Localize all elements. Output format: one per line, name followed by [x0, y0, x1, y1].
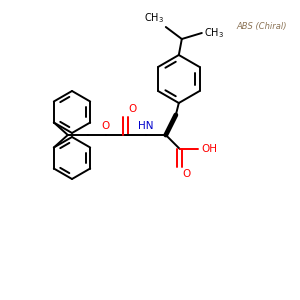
Text: O: O	[102, 121, 110, 131]
Text: ABS (Chiral): ABS (Chiral)	[236, 22, 287, 31]
Text: OH: OH	[202, 144, 218, 154]
Text: O: O	[129, 104, 137, 114]
Text: HN: HN	[138, 121, 154, 131]
Text: CH$_3$: CH$_3$	[144, 11, 164, 25]
Text: O: O	[183, 169, 191, 179]
Text: CH$_3$: CH$_3$	[204, 26, 224, 40]
